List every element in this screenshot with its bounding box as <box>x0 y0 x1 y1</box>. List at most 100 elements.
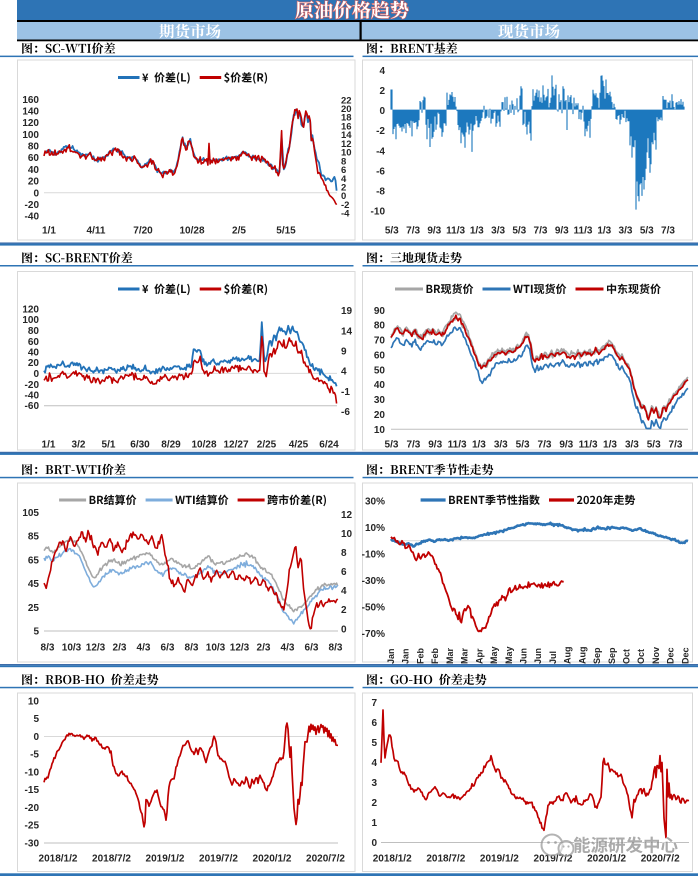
svg-text:-60: -60 <box>25 401 40 412</box>
svg-text:140: 140 <box>22 107 39 118</box>
svg-text:80: 80 <box>28 142 40 153</box>
svg-text:40: 40 <box>374 380 386 391</box>
svg-text:14: 14 <box>341 326 353 337</box>
svg-text:2019/7/2: 2019/7/2 <box>199 854 238 865</box>
svg-text:7/3: 7/3 <box>669 440 683 451</box>
svg-text:0: 0 <box>33 188 39 199</box>
svg-text:2019/1/2: 2019/1/2 <box>480 854 519 865</box>
svg-text:-25: -25 <box>25 821 40 832</box>
svg-text:0: 0 <box>379 106 385 117</box>
svg-text:2018/7/2: 2018/7/2 <box>92 854 131 865</box>
svg-text:2020/7/2: 2020/7/2 <box>306 854 345 865</box>
svg-text:12/3: 12/3 <box>86 643 106 654</box>
svg-text:Dec: Dec <box>666 647 676 664</box>
svg-text:8/3: 8/3 <box>185 643 199 654</box>
svg-text:4: 4 <box>341 586 347 597</box>
svg-text:120: 120 <box>22 305 39 316</box>
svg-text:-20: -20 <box>25 380 40 391</box>
svg-text:2018/1/2: 2018/1/2 <box>373 854 412 865</box>
svg-text:11/3: 11/3 <box>579 440 598 451</box>
svg-text:Jan: Jan <box>401 648 411 664</box>
svg-text:-50%: -50% <box>362 602 385 613</box>
svg-text:Dec: Dec <box>680 647 690 664</box>
svg-text:-30: -30 <box>25 838 40 849</box>
svg-text:-6: -6 <box>376 166 385 177</box>
svg-text:7/3: 7/3 <box>661 226 675 237</box>
svg-text:70: 70 <box>374 336 386 347</box>
svg-text:60: 60 <box>28 153 40 164</box>
svg-text:3/3: 3/3 <box>491 226 505 237</box>
svg-text:5/3: 5/3 <box>512 226 526 237</box>
svg-text:3/2: 3/2 <box>72 440 86 451</box>
svg-text:Sep: Sep <box>592 647 602 664</box>
svg-text:30: 30 <box>374 395 386 406</box>
svg-text:3/3: 3/3 <box>625 440 639 451</box>
svg-text:85: 85 <box>28 532 40 543</box>
svg-text:60: 60 <box>374 350 386 361</box>
svg-text:105: 105 <box>22 508 39 519</box>
svg-text:3: 3 <box>371 778 377 789</box>
svg-text:6/24: 6/24 <box>319 440 339 451</box>
svg-text:9: 9 <box>341 347 347 358</box>
svg-text:4/11: 4/11 <box>87 226 106 237</box>
svg-text:-1: -1 <box>341 387 350 398</box>
svg-text:11/3: 11/3 <box>446 226 465 237</box>
svg-text:Feb: Feb <box>430 647 440 664</box>
svg-text:10%: 10% <box>365 523 385 534</box>
svg-text:2: 2 <box>371 798 377 809</box>
svg-text:10: 10 <box>28 697 40 708</box>
svg-text:2019/1/2: 2019/1/2 <box>146 854 185 865</box>
svg-text:7/3: 7/3 <box>538 440 552 451</box>
svg-text:5/3: 5/3 <box>385 226 399 237</box>
svg-text:6/3: 6/3 <box>161 643 175 654</box>
svg-text:11/3: 11/3 <box>574 226 593 237</box>
svg-text:20: 20 <box>28 358 40 369</box>
svg-text:-4: -4 <box>376 146 385 157</box>
svg-text:Mar: Mar <box>460 647 470 664</box>
svg-text:8/29: 8/29 <box>161 440 181 451</box>
svg-text:1/3: 1/3 <box>597 226 611 237</box>
svg-text:100: 100 <box>22 130 39 141</box>
svg-text:2/3: 2/3 <box>257 643 271 654</box>
svg-text:12/3: 12/3 <box>230 643 250 654</box>
svg-text:4/3: 4/3 <box>281 643 295 654</box>
svg-text:10: 10 <box>374 425 386 436</box>
svg-text:-10: -10 <box>371 207 386 218</box>
svg-text:2: 2 <box>379 86 385 97</box>
svg-text:1: 1 <box>371 818 377 829</box>
svg-text:7/3: 7/3 <box>406 440 420 451</box>
svg-text:May: May <box>504 646 514 664</box>
svg-text:Jan: Jan <box>386 648 396 664</box>
svg-text:0: 0 <box>341 624 347 635</box>
svg-text:40: 40 <box>28 348 40 359</box>
svg-text:7: 7 <box>371 698 377 709</box>
svg-text:-6: -6 <box>341 407 350 418</box>
svg-text:60: 60 <box>28 337 40 348</box>
svg-text:0: 0 <box>371 838 377 849</box>
svg-text:12: 12 <box>341 510 353 521</box>
svg-text:-8: -8 <box>376 187 385 198</box>
svg-text:7/20: 7/20 <box>133 226 153 237</box>
svg-text:6: 6 <box>341 567 347 578</box>
svg-text:2018/1/2: 2018/1/2 <box>39 854 78 865</box>
svg-text:1/1: 1/1 <box>42 440 56 451</box>
svg-text:8/3: 8/3 <box>41 643 55 654</box>
svg-text:40: 40 <box>28 165 40 176</box>
svg-text:2/3: 2/3 <box>113 643 127 654</box>
svg-text:45: 45 <box>28 579 40 590</box>
svg-text:120: 120 <box>22 118 39 129</box>
svg-text:9/3: 9/3 <box>427 226 441 237</box>
svg-text:5/3: 5/3 <box>647 440 661 451</box>
svg-text:1/3: 1/3 <box>472 440 486 451</box>
svg-text:-20: -20 <box>25 200 40 211</box>
svg-text:2020/1/2: 2020/1/2 <box>253 854 292 865</box>
svg-text:Jun: Jun <box>519 648 529 664</box>
svg-text:Aug: Aug <box>563 647 573 665</box>
svg-text:-10: -10 <box>25 767 40 778</box>
svg-text:-20: -20 <box>25 803 40 814</box>
svg-text:0: 0 <box>33 732 39 743</box>
svg-text:Jun: Jun <box>533 648 543 664</box>
svg-text:5/3: 5/3 <box>640 226 654 237</box>
svg-text:65: 65 <box>28 555 40 566</box>
svg-text:9/3: 9/3 <box>555 226 569 237</box>
